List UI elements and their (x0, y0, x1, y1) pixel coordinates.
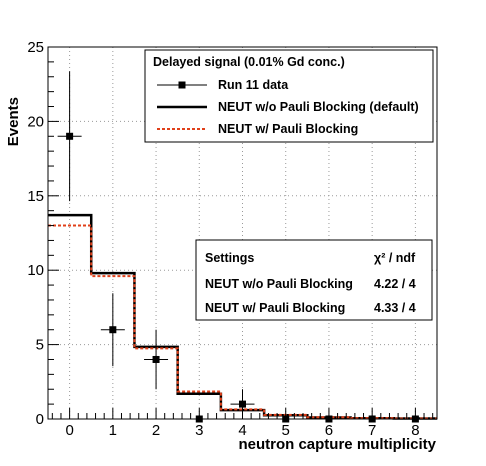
legend-label-data: Run 11 data (218, 78, 289, 92)
y-axis-title: Events (5, 97, 22, 146)
data-point (239, 400, 246, 408)
legend-marker-data (178, 81, 186, 89)
ticks: 0 1 2 3 4 5 6 7 8 0 5 10 15 20 25 (27, 39, 434, 439)
x-tick-label: 0 (65, 422, 73, 439)
x-tick-label: 5 (282, 422, 290, 439)
legend-title: Delayed signal (0.01% Gd conc.) (153, 55, 345, 69)
x-tick-label: 1 (109, 422, 117, 439)
legend-entry-neut-pauli: NEUT w/ Pauli Blocking (157, 122, 358, 136)
y-tick-label: 0 (36, 411, 44, 428)
x-tick-label: 3 (195, 422, 203, 439)
x-tick-label: 6 (325, 422, 333, 439)
settings-title: Settings (205, 251, 254, 265)
legend-label-neut-default: NEUT w/o Pauli Blocking (default) (218, 100, 419, 114)
chi2-ndf-header: χ² / ndf (374, 251, 416, 265)
settings-box: Settings χ² / ndf NEUT w/o Pauli Blockin… (195, 239, 433, 321)
settings-row-label-pauli: NEUT w/ Pauli Blocking (205, 301, 345, 315)
settings-row-value-default: 4.22 / 4 (374, 277, 416, 291)
settings-box-frame (195, 239, 433, 321)
x-tick-label: 7 (368, 422, 376, 439)
data-point (152, 355, 160, 363)
y-tick-label: 20 (27, 113, 44, 130)
x-tick-label: 2 (152, 422, 160, 439)
x-tick-label: 8 (411, 422, 419, 439)
y-tick-label: 5 (36, 337, 44, 354)
y-tick-label: 10 (27, 262, 44, 279)
x-axis-title: neutron capture multiplicity (238, 436, 436, 453)
legend-entry-neut-default: NEUT w/o Pauli Blocking (default) (157, 100, 419, 114)
y-tick-label: 25 (27, 39, 44, 56)
x-tick-label: 4 (238, 422, 246, 439)
data-point (109, 326, 117, 334)
settings-row-label-default: NEUT w/o Pauli Blocking (205, 277, 353, 291)
data-point (66, 132, 74, 140)
legend: Delayed signal (0.01% Gd conc.) Run 11 d… (144, 49, 434, 143)
y-tick-label: 15 (27, 188, 44, 205)
legend-entry-data: Run 11 data (157, 78, 289, 92)
series-neut-pauli-line (48, 224, 437, 420)
legend-box (144, 49, 434, 143)
legend-label-neut-pauli: NEUT w/ Pauli Blocking (218, 122, 358, 136)
settings-row-value-pauli: 4.33 / 4 (374, 301, 416, 315)
